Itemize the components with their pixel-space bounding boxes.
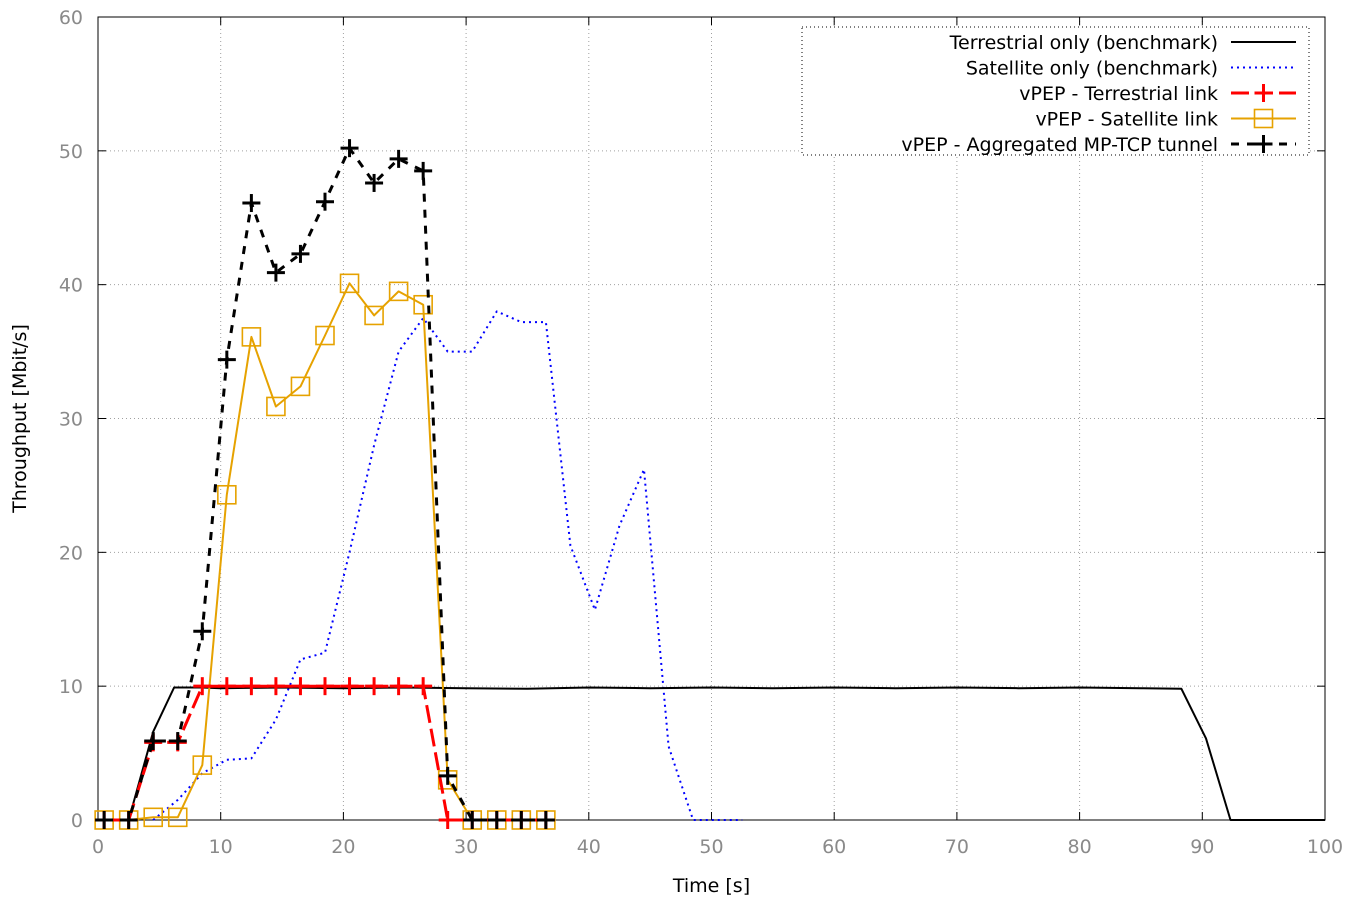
data-point — [291, 244, 310, 263]
y-tick-label: 20 — [59, 542, 83, 564]
series-line — [152, 310, 743, 821]
data-point — [193, 677, 212, 696]
legend-item: vPEP - Satellite link — [1035, 109, 1296, 131]
legend: Terrestrial only (benchmark) Satellite on… — [801, 26, 1310, 156]
data-point — [242, 677, 261, 696]
data-point — [168, 732, 187, 751]
x-tick-label: 90 — [1190, 836, 1214, 858]
y-tick-label: 60 — [59, 7, 83, 29]
data-point — [340, 677, 359, 696]
x-axis-title: Time [s] — [672, 875, 750, 897]
legend-item: vPEP - Aggregated MP-TCP tunnel — [901, 134, 1296, 156]
legend-box — [801, 26, 1310, 156]
data-point — [340, 139, 359, 158]
legend-label: Satellite only (benchmark) — [966, 58, 1218, 80]
series-2 — [152, 310, 743, 821]
data-point — [266, 396, 286, 417]
legend-marker — [1254, 84, 1273, 102]
data-point — [315, 325, 335, 346]
legend-item: Satellite only (benchmark) — [966, 58, 1296, 80]
data-point — [192, 755, 213, 775]
x-tick-label: 50 — [699, 836, 723, 858]
data-point — [217, 350, 236, 369]
data-point — [217, 677, 236, 696]
data-point — [339, 273, 360, 294]
y-tick-label: 10 — [59, 676, 83, 698]
x-tick-label: 30 — [454, 836, 478, 858]
series-line — [104, 686, 1325, 821]
data-point — [389, 149, 408, 168]
data-point — [365, 173, 384, 192]
axis-ticks: 0 10 20 30 40 50 60 70 80 90 100 0 10 20 30 40 50 60 — [59, 7, 1343, 858]
series-line — [104, 684, 546, 822]
series-1 — [104, 686, 1325, 821]
data-point — [438, 811, 457, 829]
y-axis-title: Throughput [Mbit/s] — [9, 324, 31, 514]
legend-item: Terrestrial only (benchmark) — [949, 32, 1296, 54]
data-point — [414, 677, 433, 696]
y-tick-label: 40 — [59, 275, 83, 297]
data-point — [291, 677, 310, 696]
series-line — [104, 146, 546, 822]
x-tick-label: 80 — [1068, 836, 1092, 858]
y-tick-label: 30 — [59, 409, 83, 431]
y-tick-label: 50 — [59, 141, 83, 163]
x-tick-label: 0 — [92, 836, 104, 858]
data-point — [389, 677, 408, 696]
data-point — [315, 192, 334, 211]
series-5 — [95, 139, 555, 829]
data-point — [290, 376, 311, 397]
data-point — [119, 811, 138, 829]
data-point — [143, 807, 164, 828]
data-point — [463, 811, 482, 829]
data-point — [315, 677, 334, 696]
data-point — [536, 811, 555, 829]
x-tick-label: 70 — [945, 836, 969, 858]
data-point — [193, 622, 212, 641]
data-point — [364, 305, 384, 326]
data-point — [388, 281, 409, 302]
x-tick-label: 60 — [822, 836, 846, 858]
legend-marker — [1253, 108, 1274, 129]
data-point — [365, 677, 384, 696]
y-tick-label: 0 — [71, 810, 83, 832]
legend-label: vPEP - Aggregated MP-TCP tunnel — [901, 134, 1218, 156]
data-point — [144, 732, 163, 751]
x-tick-label: 10 — [209, 836, 233, 858]
data-point — [266, 677, 285, 696]
data-point — [512, 811, 531, 829]
legend-label: vPEP - Satellite link — [1035, 109, 1218, 131]
series-layer — [94, 139, 1325, 830]
series-line — [104, 282, 546, 821]
x-tick-label: 40 — [577, 836, 601, 858]
data-point — [266, 263, 285, 282]
series-4 — [94, 273, 556, 830]
data-point — [438, 766, 457, 785]
data-point — [241, 327, 262, 347]
x-tick-label: 100 — [1307, 836, 1343, 858]
data-point — [414, 161, 433, 180]
data-point — [217, 484, 237, 505]
legend-item: vPEP - Terrestrial link — [1019, 83, 1296, 105]
legend-label: Terrestrial only (benchmark) — [949, 32, 1218, 54]
data-point — [487, 811, 506, 829]
data-point — [413, 294, 433, 315]
data-point — [242, 194, 261, 213]
x-tick-label: 20 — [331, 836, 355, 858]
legend-marker — [1254, 135, 1273, 153]
series-3 — [95, 677, 555, 829]
legend-label: vPEP - Terrestrial link — [1019, 83, 1218, 105]
data-point — [95, 811, 114, 829]
data-point — [167, 807, 188, 828]
